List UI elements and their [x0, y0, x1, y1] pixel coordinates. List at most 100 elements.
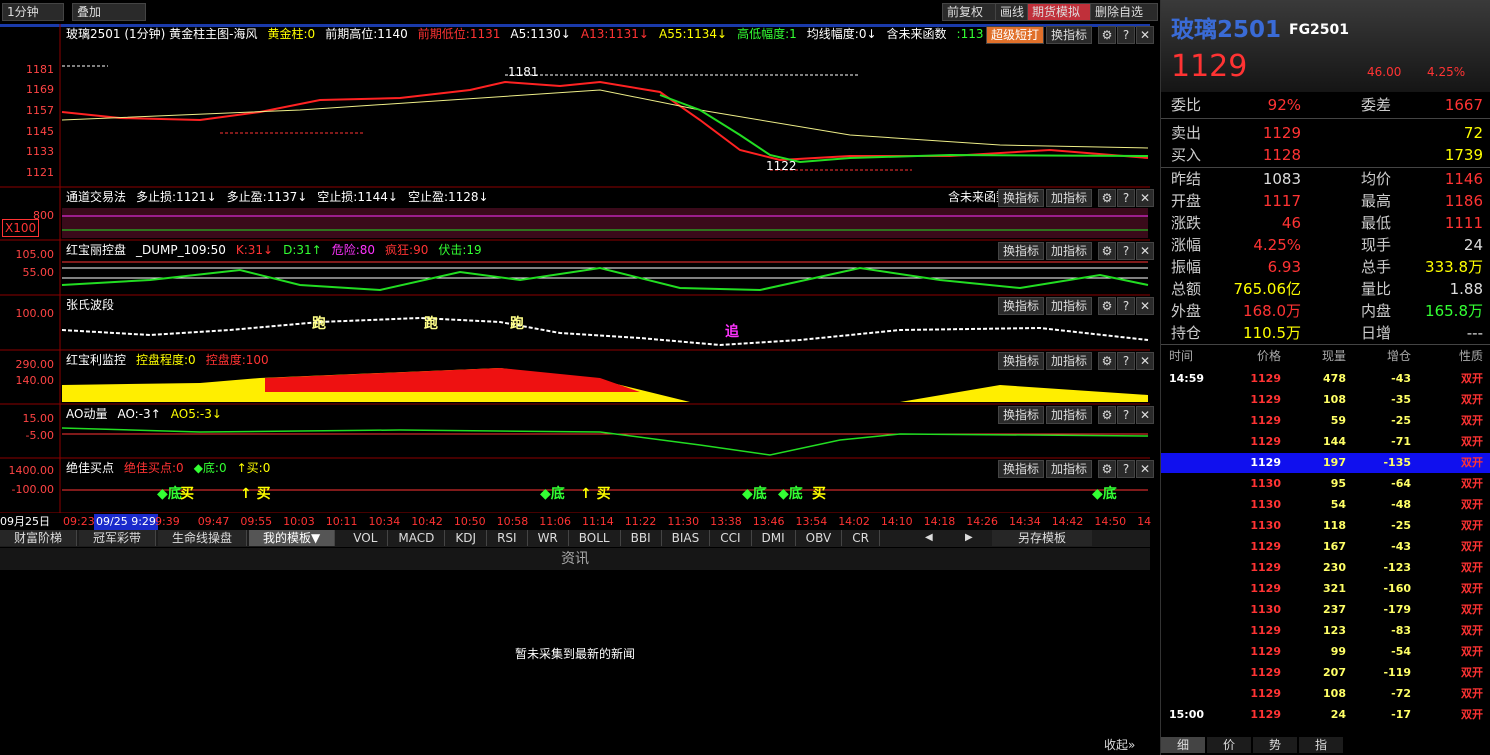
quote-tab[interactable]: 势 — [1253, 737, 1297, 753]
template-tab[interactable]: 财富阶梯 — [0, 530, 78, 546]
trade-cell: -72 — [1391, 687, 1411, 700]
indicator-button[interactable]: 换指标 — [997, 460, 1044, 478]
quote-value: 1128 — [1262, 146, 1301, 164]
tab-arrow[interactable]: ▶ — [965, 532, 973, 543]
legend-item: 空止损:1144↓ — [317, 190, 398, 204]
quote-label: 外盘 — [1171, 302, 1202, 320]
trade-cell: 123 — [1323, 624, 1346, 637]
panel-icon[interactable]: ✕ — [1136, 352, 1154, 370]
indicator-tab[interactable]: CR — [842, 530, 880, 546]
indicator-tab[interactable]: KDJ — [445, 530, 488, 546]
legend-item: 前期低位:1131 — [417, 27, 501, 41]
quote-value: 6.93 — [1267, 258, 1301, 276]
indicator-button[interactable]: 换指标 — [1045, 26, 1092, 44]
time-label: 11:06 — [539, 515, 571, 528]
time-label: 14:10 — [880, 515, 913, 528]
panel-icon[interactable]: ? — [1117, 189, 1135, 207]
legend-item: 控盘度:100 — [205, 353, 269, 367]
panel-icon[interactable]: ⚙ — [1098, 242, 1116, 260]
indicator-button[interactable]: 换指标 — [997, 189, 1044, 207]
panel-icon[interactable]: ✕ — [1136, 242, 1154, 260]
trade-cell: -25 — [1391, 519, 1411, 532]
panel-icon[interactable]: ? — [1117, 26, 1135, 44]
panel-icon[interactable]: ⚙ — [1098, 297, 1116, 315]
tab-arrow[interactable]: ◀ — [925, 532, 933, 543]
panel-icon[interactable]: ✕ — [1136, 26, 1154, 44]
quote-value: 168.0万 — [1243, 302, 1301, 320]
panel-icon[interactable]: ⚙ — [1098, 460, 1116, 478]
indicator-button[interactable]: 换指标 — [997, 352, 1044, 370]
panel-icon[interactable]: ⚙ — [1098, 26, 1116, 44]
ma-line — [659, 94, 1149, 164]
save-template[interactable]: 另存模板 — [992, 530, 1092, 546]
template-tab[interactable]: 冠军彩带 — [79, 530, 157, 546]
indicator-button[interactable]: 加指标 — [1045, 189, 1092, 207]
indicator-button[interactable]: 换指标 — [997, 297, 1044, 315]
quote-label: 振幅 — [1171, 258, 1202, 276]
overlay-select[interactable]: 叠加 — [72, 3, 146, 21]
period-select[interactable]: 1分钟 — [2, 3, 64, 21]
indicator-tab[interactable]: BBI — [621, 530, 662, 546]
panel-icon[interactable]: ? — [1117, 460, 1135, 478]
toolbar-button[interactable]: 删除自选 — [1090, 3, 1158, 21]
panel-icon[interactable]: ⚙ — [1098, 406, 1116, 424]
indicator-tab[interactable]: BIAS — [662, 530, 711, 546]
toolbar-button[interactable]: 画线 — [995, 3, 1033, 21]
chart-annotation: ↑ 买 — [240, 486, 271, 502]
indicator-button[interactable]: 加指标 — [1045, 352, 1092, 370]
legend-item: 均线幅度:0↓ — [806, 27, 877, 41]
legend-item: ◆底:0 — [193, 461, 227, 475]
indicator-tab[interactable]: MACD — [388, 530, 446, 546]
panel-icon[interactable]: ✕ — [1136, 460, 1154, 478]
collapse-button[interactable]: 收起» — [1104, 738, 1136, 752]
quote-tab[interactable]: 价 — [1207, 737, 1251, 753]
panel-icon[interactable]: ⚙ — [1098, 189, 1116, 207]
trade-cell: 1129 — [1250, 687, 1281, 700]
trade-cell: 双开 — [1461, 603, 1483, 616]
indicator-button[interactable]: 加指标 — [1045, 242, 1092, 260]
toolbar-button[interactable]: 前复权 — [942, 3, 1000, 21]
legend-item: 多止损:1121↓ — [136, 190, 217, 204]
quote-label: 昨结 — [1171, 170, 1202, 188]
quote-tab[interactable]: 细 — [1161, 737, 1205, 753]
panel-icon[interactable]: ⚙ — [1098, 352, 1116, 370]
legend-item: 红宝利监控 — [66, 353, 127, 367]
indicator-tab[interactable]: VOL — [343, 530, 389, 546]
indicator-tab[interactable]: OBV — [796, 530, 843, 546]
y-tick-label: 105.00 — [15, 248, 55, 261]
indicator-button[interactable]: 换指标 — [997, 406, 1044, 424]
price-line — [61, 80, 1149, 162]
indicator-tab[interactable]: DMI — [752, 530, 796, 546]
quote-label: 涨跌 — [1171, 214, 1202, 232]
panel-icon[interactable]: ? — [1117, 297, 1135, 315]
trade-cell: 1129 — [1250, 624, 1281, 637]
indicator-button[interactable]: 换指标 — [997, 242, 1044, 260]
quote-header — [1161, 0, 1490, 92]
indicator-button[interactable]: 加指标 — [1045, 460, 1092, 478]
quote-tab[interactable]: 指 — [1299, 737, 1343, 753]
indicator-tab[interactable]: RSI — [487, 530, 528, 546]
trade-cell: 1130 — [1250, 477, 1281, 490]
legend-item: 通道交易法 — [66, 190, 127, 204]
trade-cell: 478 — [1323, 372, 1346, 385]
template-tab[interactable]: 生命线操盘 — [158, 530, 248, 546]
panel-icon[interactable]: ? — [1117, 242, 1135, 260]
y-tick-label: 290.00 — [15, 358, 55, 371]
panel-icon[interactable]: ✕ — [1136, 297, 1154, 315]
panel-icon[interactable]: ? — [1117, 406, 1135, 424]
indicator-button[interactable]: 加指标 — [1045, 297, 1092, 315]
panel-icon[interactable]: ? — [1117, 352, 1135, 370]
indicator-button[interactable]: 加指标 — [1045, 406, 1092, 424]
indicator-tab[interactable]: CCI — [710, 530, 752, 546]
toolbar-button[interactable]: 期货模拟 — [1027, 3, 1095, 21]
panel-icon[interactable]: ✕ — [1136, 189, 1154, 207]
quote-label: 开盘 — [1171, 192, 1202, 210]
template-tab[interactable]: 我的模板▼ — [249, 530, 336, 546]
indicator-tab[interactable]: BOLL — [569, 530, 621, 546]
panel-borders — [0, 24, 1150, 513]
indicator-tab[interactable]: WR — [528, 530, 569, 546]
legend-item: 张氏波段 — [66, 298, 115, 312]
y-tick-label: -100.00 — [11, 483, 54, 496]
panel-icon[interactable]: ✕ — [1136, 406, 1154, 424]
indicator-button[interactable]: 超级短打 — [985, 26, 1044, 44]
